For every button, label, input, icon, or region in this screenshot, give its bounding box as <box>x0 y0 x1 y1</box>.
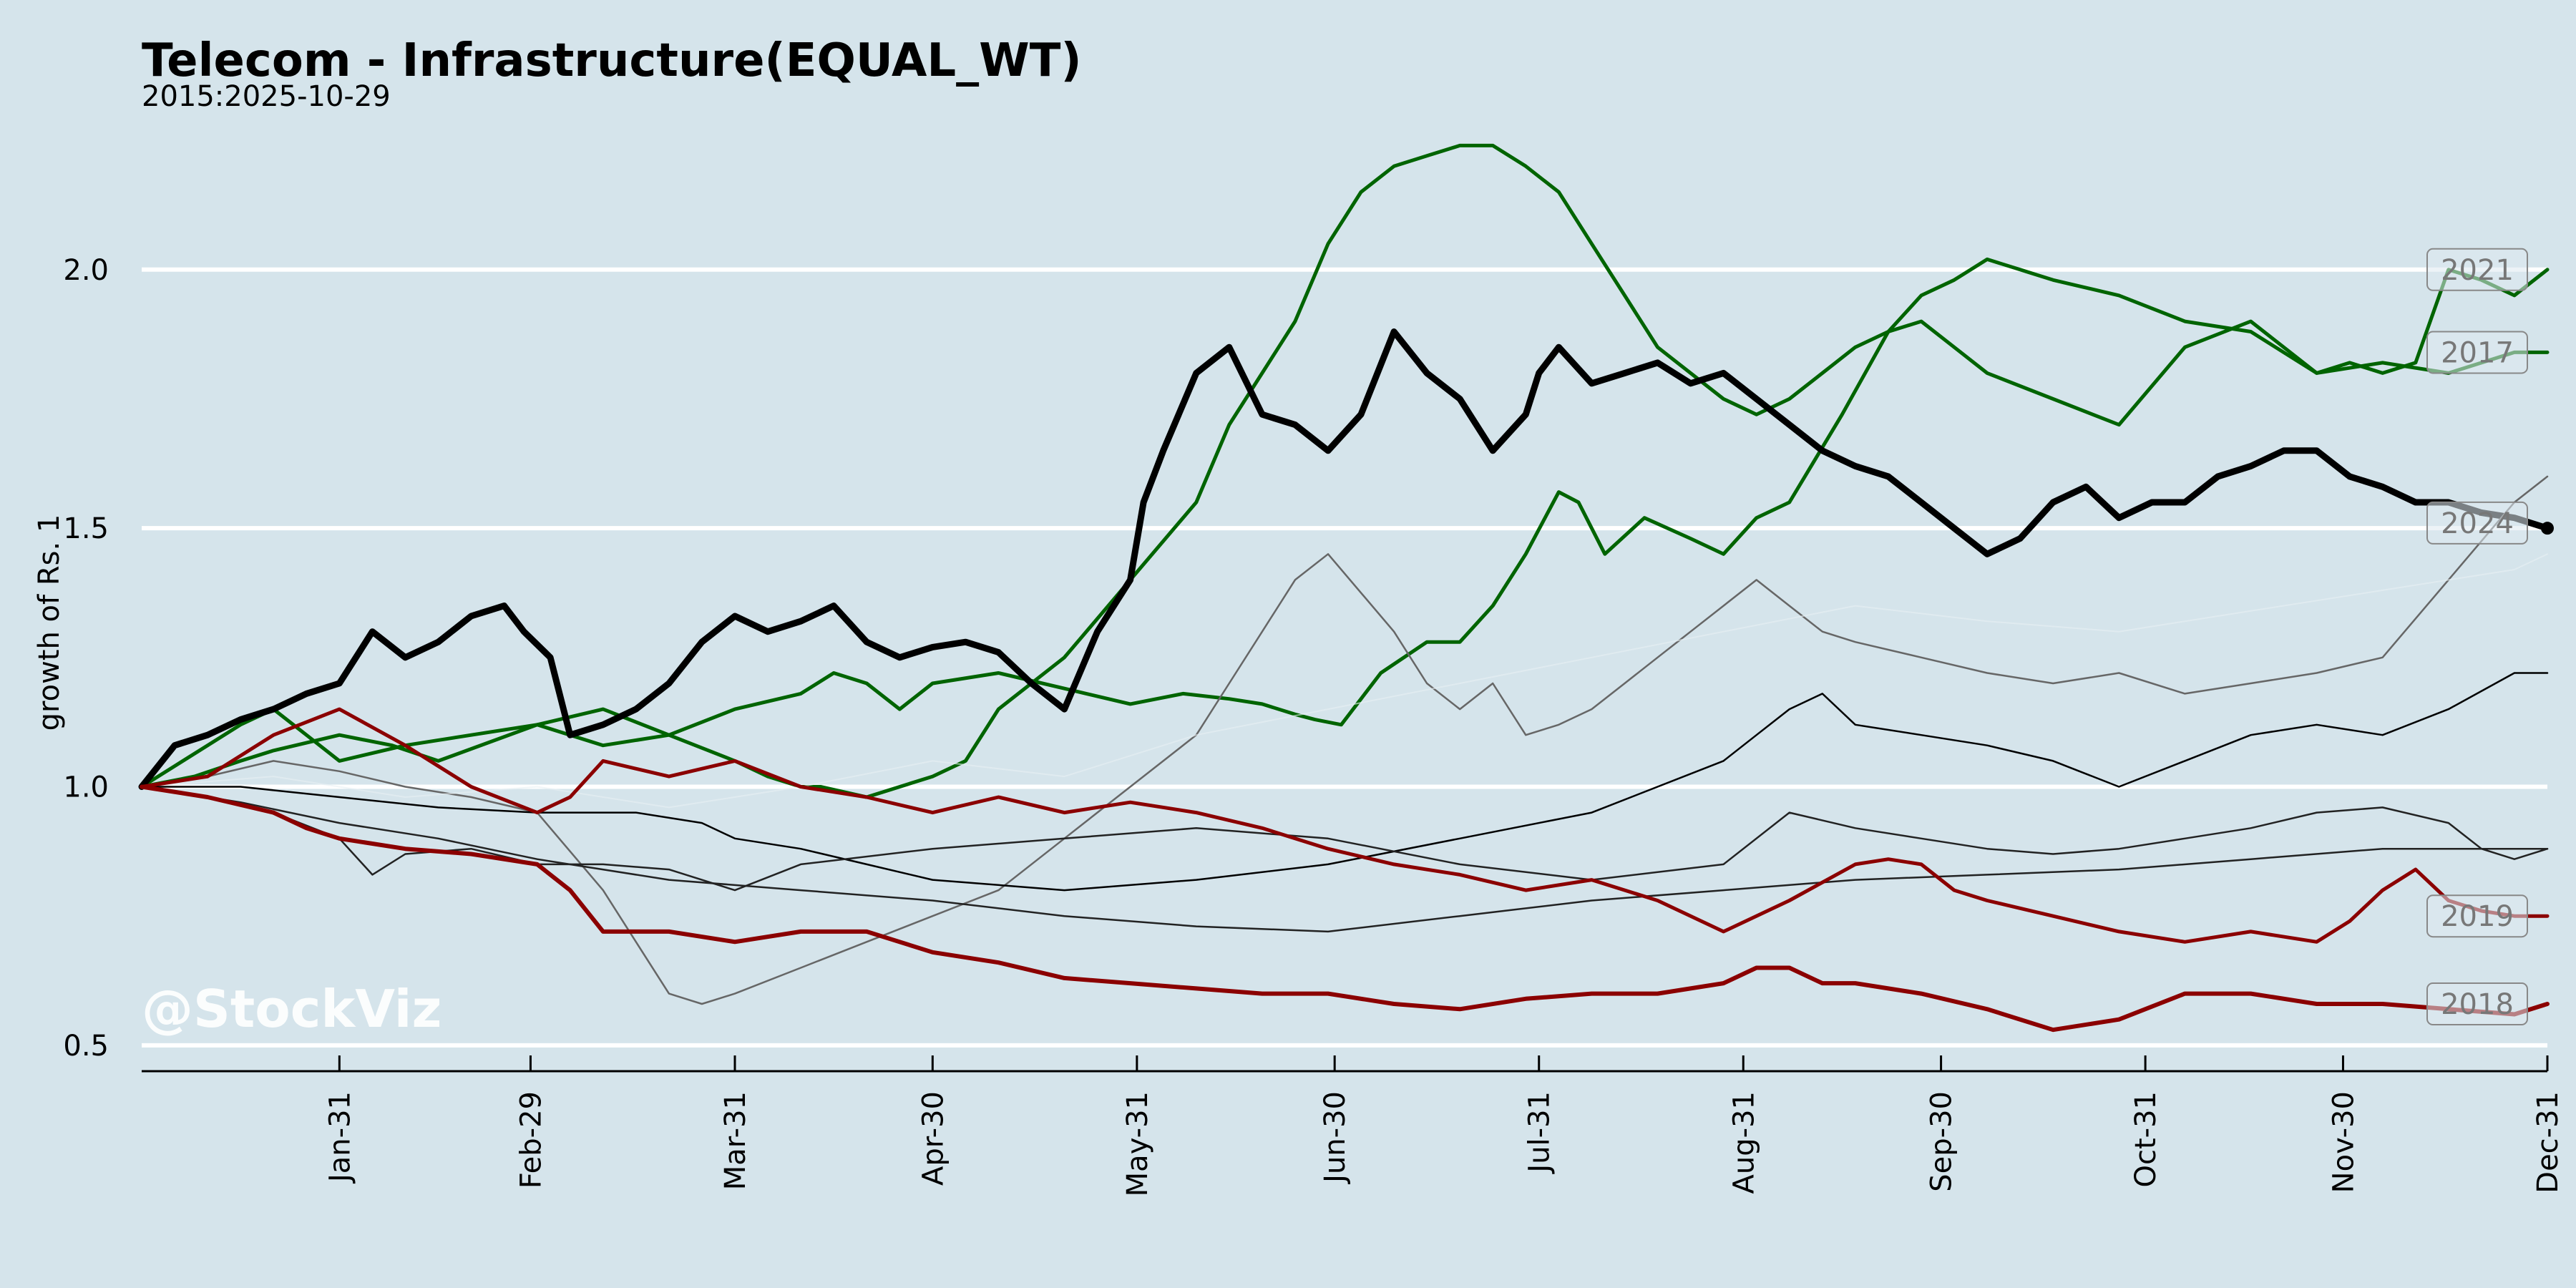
x-tick-label: Aug-31 <box>1727 1091 1760 1194</box>
y-tick-label: 1.5 <box>63 512 109 545</box>
chart-title: Telecom - Infrastructure(EQUAL_WT) <box>142 34 1082 87</box>
series-layer <box>138 143 2554 1033</box>
x-tick-label: Oct-31 <box>2129 1091 2162 1188</box>
year-label-text: 2021 <box>2441 254 2514 287</box>
series-line-2024 <box>138 328 2551 790</box>
x-tick-label: Jan-31 <box>323 1091 356 1184</box>
y-tick-label: 2.0 <box>63 254 109 287</box>
x-tick-label: May-31 <box>1121 1091 1154 1196</box>
x-tick-label: Nov-30 <box>2328 1091 2361 1193</box>
watermark: @StockViz <box>142 979 441 1039</box>
x-tick-label: Sep-30 <box>1926 1091 1958 1192</box>
year-label-box <box>2426 331 2528 374</box>
axes: 0.5 1.0 1.5 2.0 Jan-31 Feb-29 Mar-31 Apr-30 May-… <box>63 254 2565 1197</box>
y-tick-label: 0.5 <box>63 1030 109 1063</box>
year-label-box <box>2426 982 2528 1026</box>
series-line-2017 <box>140 143 2550 799</box>
year-label-text: 2024 <box>2441 507 2514 540</box>
x-tick-label: Mar-31 <box>719 1091 752 1190</box>
grid <box>142 267 2547 1048</box>
series-line-4 <box>141 553 2548 809</box>
year-label-2024: 2024 <box>2426 501 2528 545</box>
year-label-text: 2019 <box>2441 900 2514 933</box>
year-label-text: 2018 <box>2441 988 2514 1021</box>
y-axis-label: growth of Rs. 1 <box>33 514 66 731</box>
chart-subtitle: 2015:2025-10-29 <box>142 80 391 113</box>
year-label-box <box>2426 894 2528 938</box>
series-line-7 <box>140 786 2549 933</box>
year-label-box <box>2426 248 2528 291</box>
year-label-2021: 2021 <box>2426 248 2528 291</box>
x-tick-label: Dec-31 <box>2532 1091 2565 1194</box>
year-label-text: 2017 <box>2441 336 2514 369</box>
y-tick-label: 1.0 <box>63 771 109 804</box>
series-line-5 <box>140 672 2549 892</box>
year-label-box <box>2426 501 2528 545</box>
x-tick-label: Jun-30 <box>1319 1091 1352 1185</box>
series-line-3 <box>140 475 2549 1005</box>
x-tick-label: Jul-31 <box>1523 1091 1556 1175</box>
current-year-end-marker <box>2541 522 2554 535</box>
series-line-2018 <box>140 784 2550 1033</box>
x-tick-label: Feb-29 <box>514 1091 547 1189</box>
series-line-2019 <box>140 707 2550 944</box>
year-label-2018: 2018 <box>2426 982 2528 1026</box>
year-label-2019: 2019 <box>2426 894 2528 938</box>
x-tick-label: Apr-30 <box>917 1091 950 1186</box>
year-label-2017: 2017 <box>2426 331 2528 374</box>
year-labels: 2021 2017 2024 2019 2018 <box>2426 248 2528 1026</box>
